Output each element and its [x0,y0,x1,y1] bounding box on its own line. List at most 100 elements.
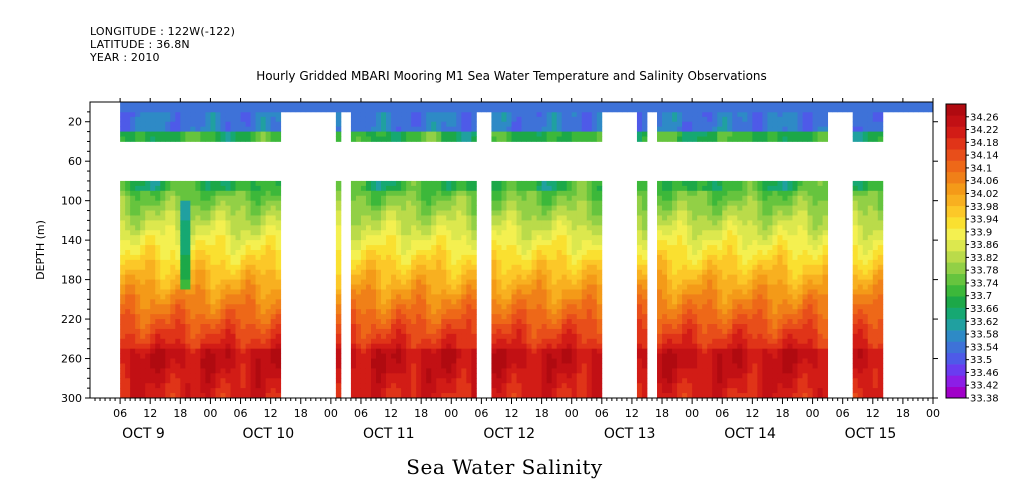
heatmap-cell [250,235,256,241]
heatmap-cell [120,220,126,226]
heatmap-cell [411,368,417,374]
heatmap-cell [421,180,427,187]
heatmap-cell [210,373,216,379]
heatmap-cell [667,185,673,192]
heatmap-cell [581,190,588,197]
heatmap-cell [401,185,407,192]
heatmap-cell [682,393,688,399]
heatmap-cell [406,254,412,261]
heatmap-cell [245,343,251,350]
heatmap-cell [431,358,437,364]
heatmap-cell [677,289,683,295]
heatmap-cell [496,378,502,384]
heatmap-cell [526,210,532,216]
heatmap-cell [155,289,161,295]
heatmap-cell [396,378,402,384]
heatmap-cell [697,240,703,246]
heatmap-cell [175,215,181,221]
heatmap-cell [270,195,277,202]
heatmap-cell [732,111,738,118]
heatmap-cell [255,328,262,335]
heatmap-cell [576,254,583,261]
heatmap-cell [160,190,166,197]
heatmap-cell [491,328,497,335]
heatmap-cell [235,383,241,389]
heatmap-cell [421,131,427,137]
heatmap-cell [245,250,251,256]
heatmap-cell [662,328,668,335]
heatmap-cell [511,353,517,359]
heatmap-cell [371,328,377,335]
heatmap-cell [501,254,507,261]
heatmap-cell [255,136,262,142]
heatmap-cell [401,368,407,374]
heatmap-cell [255,225,262,231]
heatmap-cell [135,328,141,335]
heatmap-cell [546,378,553,384]
heatmap-cell [586,294,593,300]
heatmap-cell [692,240,698,246]
heatmap-cell [667,195,673,202]
heatmap-cell [456,264,462,271]
heatmap-cell [677,121,683,128]
heatmap-cell [732,195,738,202]
heatmap-cell [566,294,573,300]
heatmap-cell [692,136,698,142]
heatmap-cell [155,319,161,325]
heatmap-cell [471,383,477,389]
heatmap-cell [586,338,593,345]
heatmap-cell [265,304,272,310]
heatmap-cell [441,230,447,236]
heatmap-cell [190,393,196,399]
heatmap-cell [501,343,507,350]
heatmap-cell [707,190,713,197]
heatmap-cell [667,111,673,118]
heatmap-cell [581,250,588,256]
heatmap-cell [501,294,507,300]
heatmap-cell [551,304,558,310]
heatmap-cell [360,210,367,216]
heatmap-cell [275,235,282,241]
heatmap-cell [586,116,593,123]
heatmap-cell [662,279,668,285]
heatmap-cell [496,319,502,325]
heatmap-cell [431,215,437,221]
heatmap-cell [265,299,272,305]
heatmap-cell [195,220,201,226]
heatmap-cell [421,289,427,295]
heatmap-cell [667,324,673,330]
heatmap-cell [712,343,718,350]
heatmap-cell [556,220,563,226]
heatmap-cell [426,264,432,271]
heatmap-cell [165,393,171,399]
heatmap-cell [426,235,432,241]
heatmap-cell [566,279,573,285]
heatmap-cell [235,353,241,359]
heatmap-cell [692,269,698,276]
heatmap-cell [240,136,246,142]
heatmap-cell [235,254,241,261]
heatmap-cell [225,269,231,276]
heatmap-cell [195,225,201,231]
heatmap-cell [150,373,156,379]
heatmap-cell [677,210,683,216]
heatmap-cell [180,215,186,221]
heatmap-cell [501,338,507,345]
heatmap-cell [591,264,598,271]
heatmap-cell [360,363,367,369]
heatmap-cell [446,368,452,374]
heatmap-cell [662,274,668,280]
heatmap-cell [446,343,452,350]
heatmap-cell [335,373,342,379]
heatmap-cell [165,195,171,202]
heatmap-cell [265,185,272,192]
heatmap-cell [667,126,673,132]
heatmap-cell [185,185,191,192]
heatmap-cell [200,136,206,142]
heatmap-cell [406,185,412,192]
heatmap-cell [727,368,733,374]
heatmap-cell [742,324,748,330]
heatmap-cell [551,388,558,394]
heatmap-cell [195,190,201,197]
heatmap-cell [225,353,231,359]
